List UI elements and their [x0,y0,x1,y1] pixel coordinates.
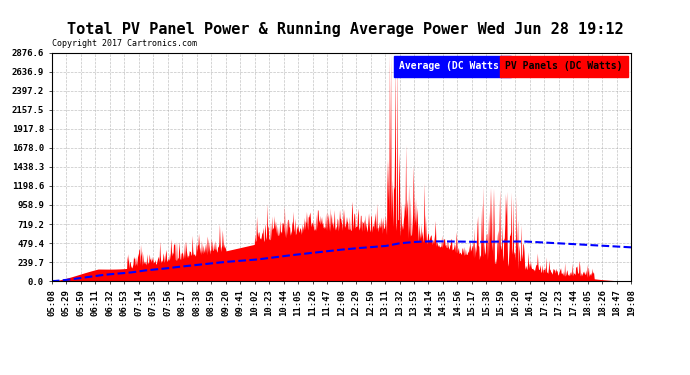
Legend: Average (DC Watts), PV Panels (DC Watts): Average (DC Watts), PV Panels (DC Watts) [395,57,627,75]
Text: Total PV Panel Power & Running Average Power Wed Jun 28 19:12: Total PV Panel Power & Running Average P… [67,21,623,37]
Text: Copyright 2017 Cartronics.com: Copyright 2017 Cartronics.com [52,39,197,48]
